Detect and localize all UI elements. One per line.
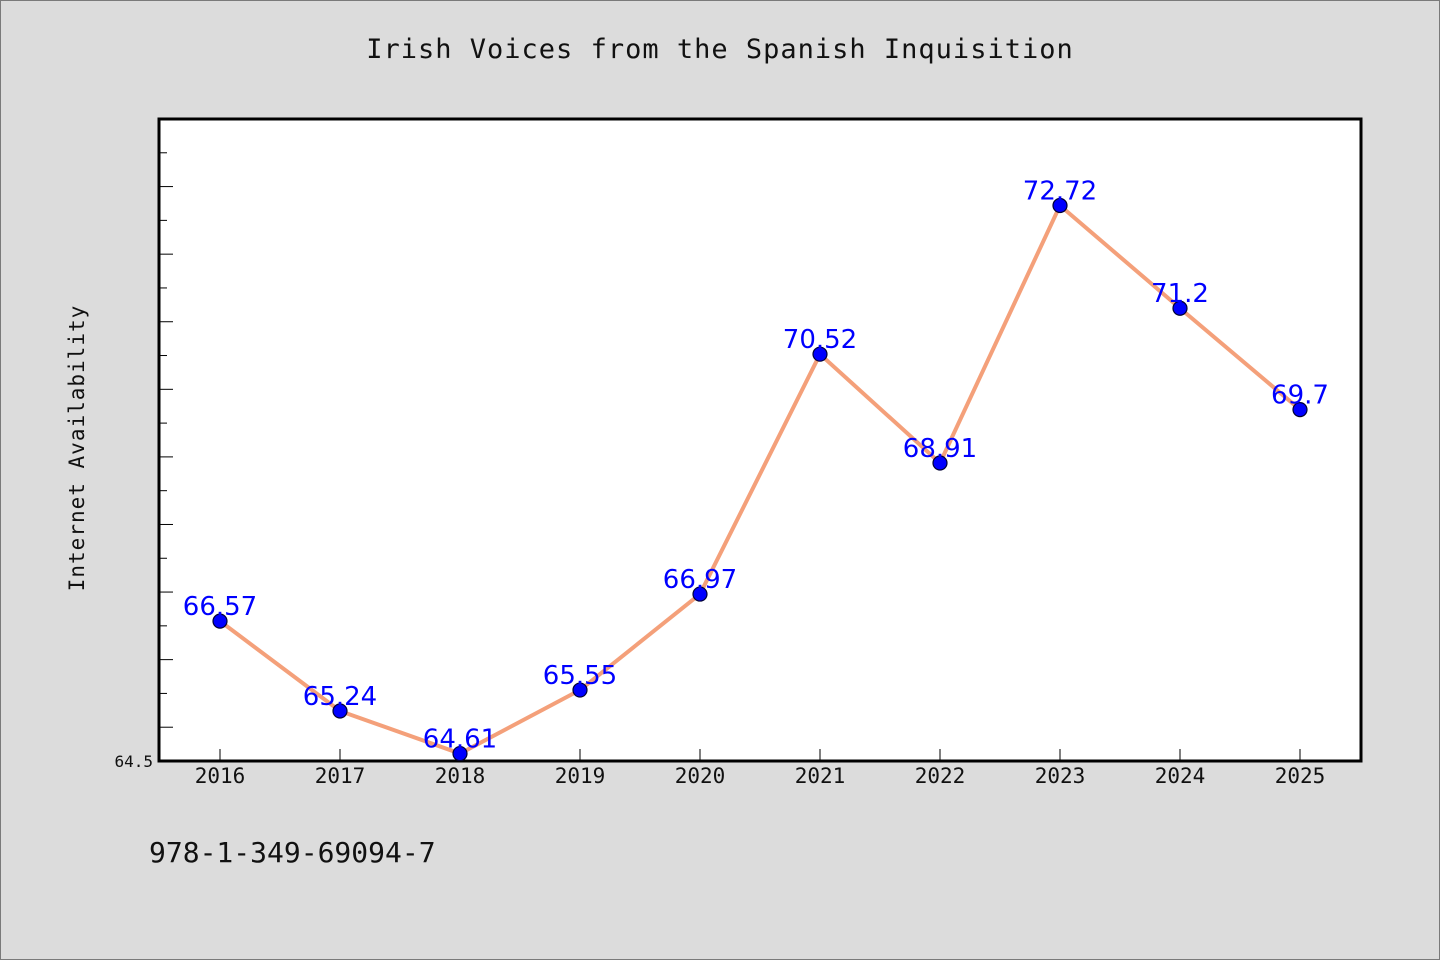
x-tick-label: 2025 [1275, 764, 1326, 788]
data-point [332, 703, 348, 719]
plot-area [157, 117, 1363, 763]
data-label: 65.24 [303, 682, 377, 712]
data-label: 66.57 [183, 592, 257, 622]
x-tick-label: 2016 [195, 764, 246, 788]
chart-title: Irish Voices from the Spanish Inquisitio… [366, 34, 1074, 65]
x-tick-label: 2017 [315, 764, 366, 788]
data-point [572, 682, 588, 698]
series-line [218, 203, 1302, 756]
x-tick-label: 2020 [675, 764, 726, 788]
data-point [692, 586, 708, 602]
isbn-text: 978-1-349-69094-7 [149, 836, 436, 869]
x-tick-label: 2022 [915, 764, 966, 788]
data-label: 72.72 [1023, 177, 1097, 207]
data-label: 71.2 [1151, 279, 1209, 309]
data-label: 65.55 [543, 661, 617, 691]
data-point [1292, 401, 1308, 418]
data-label-layer: 66.57 65.24 64.61 65.55 66.97 70.52 68.91 72.72… [183, 177, 1329, 755]
x-tick-label: 2024 [1155, 764, 1206, 788]
x-tick-label: 2018 [435, 764, 486, 788]
y-axis: 64.5 [114, 118, 173, 771]
x-tick-label: 2021 [795, 764, 846, 788]
x-axis: 2016 2017 2018 2019 2020 2021 2022 2023 2024 2025 [195, 749, 1326, 788]
data-point [812, 346, 828, 362]
y-tick-label: 64.5 [114, 752, 153, 771]
data-label: 64.61 [423, 725, 497, 755]
data-point [1172, 300, 1188, 316]
x-tick-label: 2023 [1035, 764, 1086, 788]
data-label: 66.97 [663, 565, 737, 595]
data-label: 69.7 [1271, 381, 1329, 411]
data-point [932, 455, 948, 471]
x-tick-label: 2019 [555, 764, 606, 788]
data-point [452, 745, 468, 762]
data-point [1052, 197, 1068, 214]
marker-layer [212, 197, 1308, 762]
data-point [212, 613, 228, 629]
data-label: 68.91 [903, 434, 977, 464]
data-label: 70.52 [783, 325, 857, 355]
series-layer [218, 203, 1302, 756]
